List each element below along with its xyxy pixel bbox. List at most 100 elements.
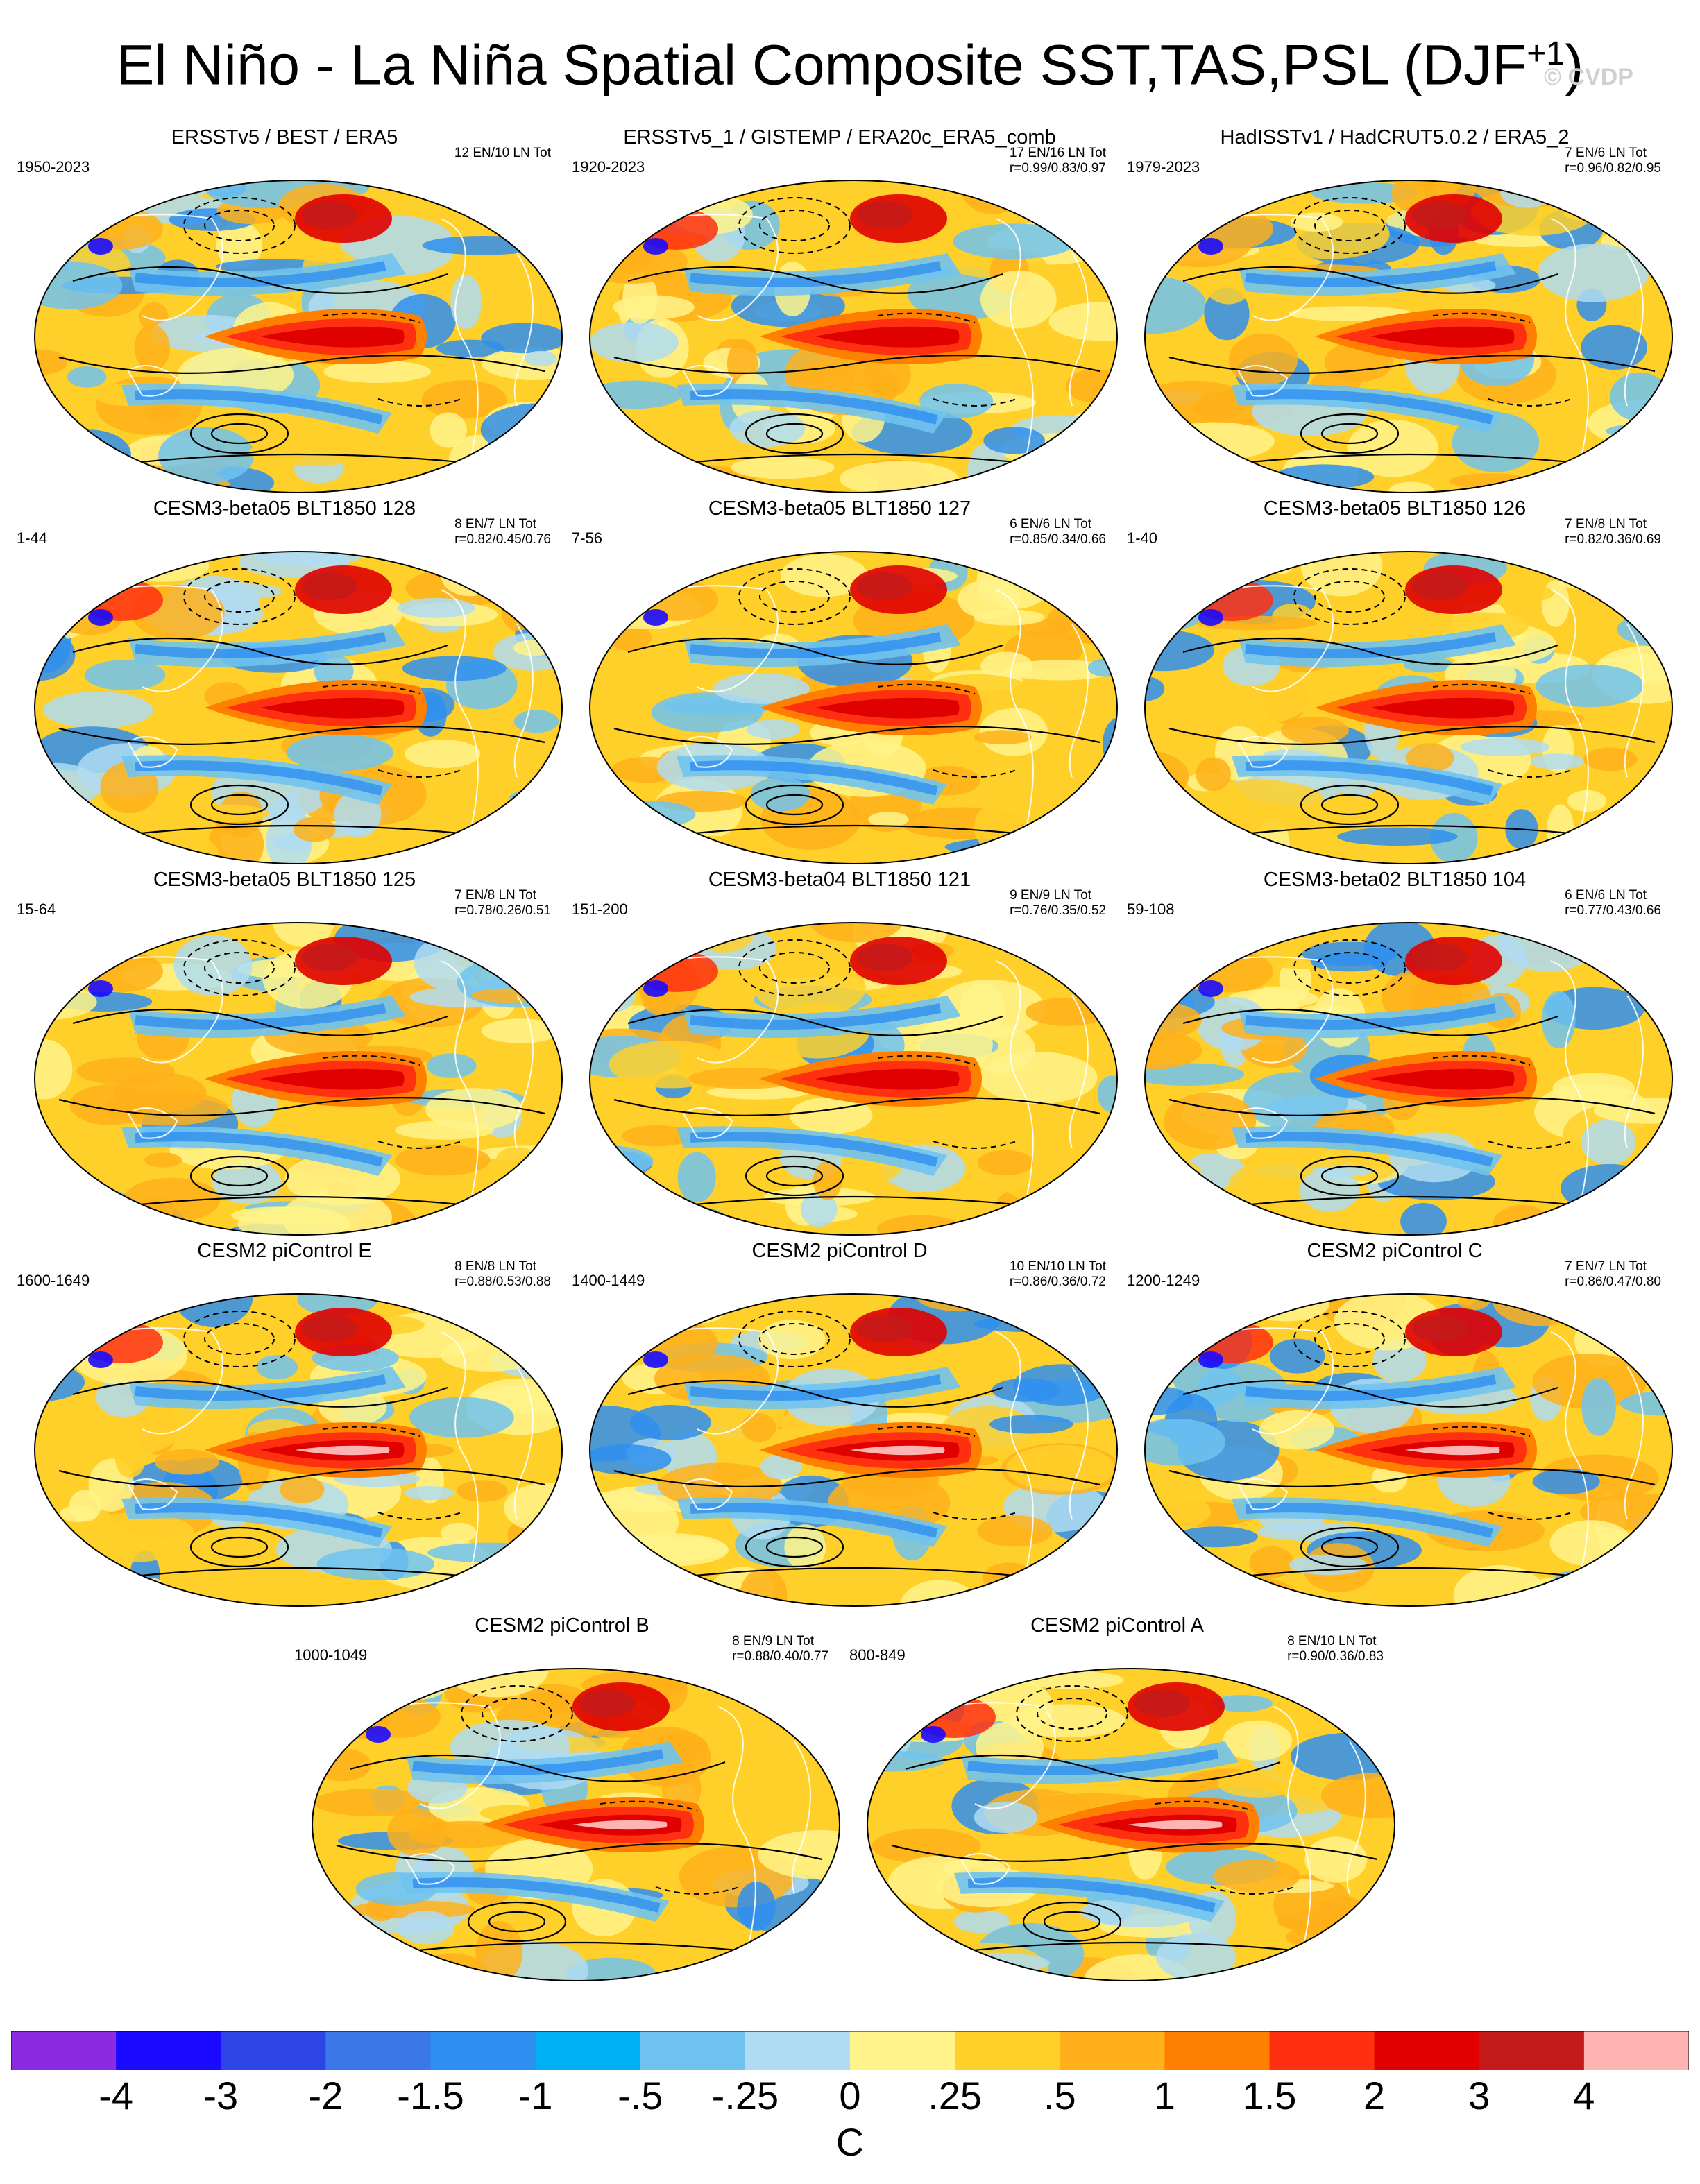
- map-panel: HadISSTv1 / HadCRUT5.0.2 / ERA5_2 1979-20…: [1124, 125, 1673, 500]
- composite-map: [589, 551, 1118, 864]
- panel-title: CESM3-beta05 BLT1850 126: [1263, 497, 1527, 520]
- panel-years: 1920-2023: [572, 158, 645, 176]
- colorbar-tick-label: 1.5: [1242, 2074, 1297, 2117]
- watermark: © CVDP: [1544, 64, 1633, 90]
- panel-event-count: 8 EN/7 LN Tot: [454, 517, 537, 531]
- map-panel: CESM2 piControl E 1600-1649 8 EN/8 LN Tot r…: [14, 1238, 563, 1613]
- figure-title-close: ): [1564, 33, 1584, 97]
- figure-title-superscript: +1: [1527, 35, 1565, 72]
- colorbar-tick-label: 4: [1573, 2074, 1595, 2117]
- panel-title: CESM3-beta05 BLT1850 128: [153, 497, 416, 520]
- panel-event-count: 10 EN/10 LN Tot: [1009, 1259, 1106, 1274]
- panel-pattern-correlation: r=0.86/0.47/0.80: [1565, 1274, 1661, 1289]
- panel-stats: 6 EN/6 LN Tot r=0.77/0.43/0.66: [1565, 888, 1661, 919]
- colorbar-tick-label: 2: [1363, 2074, 1386, 2117]
- panel-title: HadISSTv1 / HadCRUT5.0.2 / ERA5_2: [1220, 126, 1570, 148]
- panel-event-count: 7 EN/7 LN Tot: [1565, 1259, 1647, 1274]
- colorbar-tick-label: 3: [1468, 2074, 1490, 2117]
- panel-title: CESM2 piControl C: [1307, 1240, 1483, 1262]
- colorbar-tick-label: -2: [308, 2074, 343, 2117]
- panel-pattern-correlation: r=0.77/0.43/0.66: [1565, 903, 1661, 918]
- colorbar-box: [1269, 2031, 1375, 2070]
- panel-title: CESM3-beta05 BLT1850 127: [708, 497, 971, 520]
- map-panel: CESM2 piControl C 1200-1249 7 EN/7 LN Tot r…: [1124, 1238, 1673, 1613]
- map-panel: CESM2 piControl B 1000-1049 8 EN/9 LN Tot r…: [291, 1613, 840, 1988]
- figure-title: El Niño - La Niña Spatial Composite SST,…: [0, 19, 1700, 100]
- composite-map: [1144, 180, 1673, 493]
- map-panel: CESM3-beta04 BLT1850 121 151-200 9 EN/9 LN…: [569, 867, 1118, 1242]
- panel-years: 1600-1649: [17, 1272, 90, 1289]
- colorbar-box: [430, 2031, 536, 2070]
- panel-event-count: 8 EN/8 LN Tot: [454, 1259, 537, 1274]
- panel-title: CESM2 piControl A: [1030, 1614, 1204, 1637]
- panel-title: CESM2 piControl D: [751, 1240, 928, 1262]
- colorbar-unit: C: [835, 2120, 865, 2164]
- colorbar-tick-label: -4: [99, 2074, 134, 2117]
- panel-pattern-correlation: r=0.76/0.35/0.52: [1010, 903, 1106, 918]
- panel-title: CESM2 piControl E: [197, 1240, 372, 1262]
- colorbar-box: [116, 2031, 221, 2070]
- panel-years: 7-56: [572, 529, 603, 547]
- panel-stats: 8 EN/7 LN Tot r=0.82/0.45/0.76: [454, 517, 551, 547]
- panel-stats: 10 EN/10 LN Tot r=0.86/0.36/0.72: [1010, 1259, 1106, 1290]
- panel-event-count: 7 EN/8 LN Tot: [1565, 517, 1647, 531]
- panel-pattern-correlation: r=0.99/0.83/0.97: [1009, 161, 1106, 176]
- panel-pattern-correlation: r=0.90/0.36/0.83: [1287, 1649, 1384, 1664]
- panel-pattern-correlation: r=0.78/0.26/0.51: [454, 903, 551, 918]
- colorbar: [11, 2031, 1689, 2070]
- composite-map: [589, 922, 1118, 1236]
- panel-event-count: 9 EN/9 LN Tot: [1010, 888, 1092, 903]
- colorbar-tick-label: 0: [839, 2074, 861, 2117]
- composite-map: [867, 1668, 1395, 1981]
- colorbar-tick-label: .5: [1043, 2074, 1076, 2117]
- map-panel: ERSSTv5 / BEST / ERA5 1950-2023 12 EN/10 L…: [14, 125, 563, 500]
- panel-years: 1950-2023: [17, 158, 90, 176]
- map-panel: CESM3-beta05 BLT1850 125 15-64 7 EN/8 LN T…: [14, 867, 563, 1242]
- panel-title: ERSSTv5_1 / GISTEMP / ERA20c_ERA5_comb: [623, 126, 1056, 148]
- panel-pattern-correlation: r=0.96/0.82/0.95: [1565, 161, 1661, 176]
- panel-years: 1-40: [1127, 529, 1158, 547]
- panel-stats: 9 EN/9 LN Tot r=0.76/0.35/0.52: [1010, 888, 1106, 919]
- panel-title: CESM3-beta05 BLT1850 125: [153, 869, 416, 891]
- colorbar-tick-label: -.5: [618, 2074, 663, 2117]
- colorbar-tick-label: 1: [1153, 2074, 1175, 2117]
- composite-map: [34, 922, 563, 1236]
- colorbar-box: [535, 2031, 641, 2070]
- panel-stats: 12 EN/10 LN Tot: [454, 146, 551, 161]
- colorbar-tick-label: .25: [928, 2074, 983, 2117]
- panel-years: 151-200: [572, 901, 628, 918]
- composite-map: [34, 551, 563, 864]
- panel-event-count: 7 EN/6 LN Tot: [1565, 146, 1647, 160]
- panel-years: 59-108: [1127, 901, 1175, 918]
- colorbar-box: [955, 2031, 1060, 2070]
- composite-map: [1144, 922, 1673, 1236]
- panel-stats: 7 EN/8 LN Tot r=0.82/0.36/0.69: [1565, 517, 1661, 547]
- composite-map: [1144, 551, 1673, 864]
- figure-title-text: El Niño - La Niña Spatial Composite SST,…: [116, 33, 1527, 97]
- colorbar-box: [1374, 2031, 1480, 2070]
- colorbar-tick-label: -1.5: [397, 2074, 464, 2117]
- colorbar-box: [850, 2031, 955, 2070]
- panel-title: ERSSTv5 / BEST / ERA5: [171, 126, 398, 148]
- colorbar-tick-label: -.25: [711, 2074, 779, 2117]
- panel-event-count: 7 EN/8 LN Tot: [454, 888, 537, 903]
- colorbar-box: [745, 2031, 851, 2070]
- panel-event-count: 6 EN/6 LN Tot: [1010, 517, 1092, 531]
- panel-stats: 17 EN/16 LN Tot r=0.99/0.83/0.97: [1010, 146, 1106, 176]
- panel-stats: 7 EN/8 LN Tot r=0.78/0.26/0.51: [454, 888, 551, 919]
- composite-map: [34, 180, 563, 493]
- composite-map: [34, 1293, 563, 1607]
- panel-stats: 7 EN/6 LN Tot r=0.96/0.82/0.95: [1565, 146, 1661, 176]
- colorbar-box: [1479, 2031, 1585, 2070]
- panel-pattern-correlation: r=0.82/0.45/0.76: [454, 532, 551, 547]
- map-panel: CESM3-beta05 BLT1850 127 7-56 6 EN/6 LN To…: [569, 496, 1118, 871]
- panel-years: 1400-1449: [572, 1272, 645, 1289]
- map-panel: ERSSTv5_1 / GISTEMP / ERA20c_ERA5_comb 19…: [569, 125, 1118, 500]
- composite-map: [589, 1293, 1118, 1607]
- panel-years: 800-849: [849, 1646, 906, 1664]
- panel-years: 15-64: [17, 901, 56, 918]
- panel-stats: 8 EN/10 LN Tot r=0.90/0.36/0.83: [1287, 1634, 1384, 1664]
- panel-event-count: 12 EN/10 LN Tot: [454, 146, 551, 160]
- colorbar-box: [1060, 2031, 1165, 2070]
- map-panel: CESM2 piControl D 1400-1449 10 EN/10 LN To…: [569, 1238, 1118, 1613]
